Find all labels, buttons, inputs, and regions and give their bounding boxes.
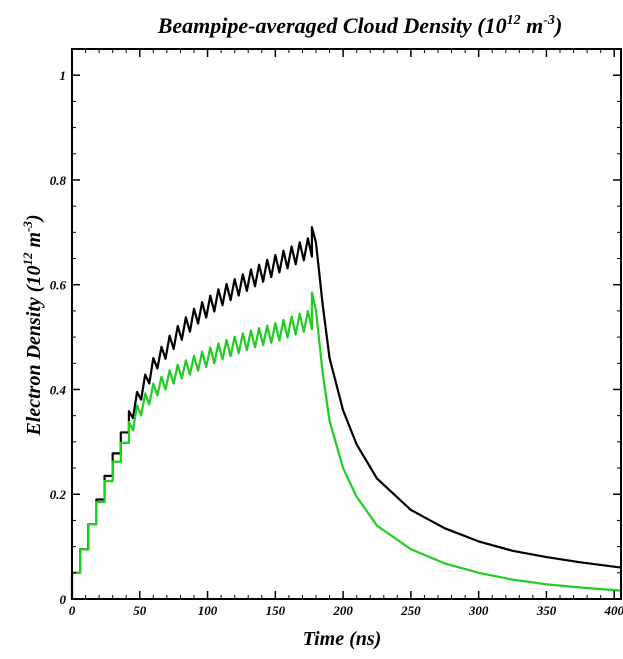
x-axis-label: Time (ns) [303, 628, 382, 650]
svg-text:Electron Density (1012 m-3): Electron Density (1012 m-3) [20, 214, 45, 436]
y-tick-label: 1 [60, 68, 67, 83]
y-tick-label: 0.6 [50, 278, 67, 293]
series-line-1 [70, 226, 622, 599]
plot-frame [71, 48, 622, 600]
chart-title-sup2: -3 [543, 13, 555, 28]
y-tick-label: 0.8 [50, 173, 67, 188]
series-layer [70, 226, 622, 599]
y-tick-label: 0 [60, 592, 67, 607]
chart-title: Beampipe-averaged Cloud Density (1012 m-… [157, 13, 563, 38]
y-label-end: ) [23, 214, 45, 223]
x-tick-label: 150 [266, 603, 286, 618]
x-tick-label: 400 [603, 603, 623, 618]
y-tick-label: 0.4 [50, 382, 67, 397]
y-tick-label: 0.2 [50, 487, 67, 502]
y-label-sup2: -3 [20, 221, 35, 232]
y-axis-label: Electron Density (1012 m-3) [20, 214, 45, 436]
y-label-sup1: 12 [20, 252, 35, 266]
ticks-layer: 0 50 100 150 200 250 300 350 400 0 0.2 0.4 0.6 0.8 1 [50, 49, 623, 618]
x-tick-label: 50 [133, 603, 147, 618]
x-tick-label: 350 [536, 603, 557, 618]
chart-title-main: Beampipe-averaged Cloud Density (10 [157, 13, 507, 38]
y-label-main: Electron Density (10 [23, 266, 45, 437]
x-tick-label: 250 [400, 603, 421, 618]
chart-title-end: ) [553, 13, 562, 38]
chart-title-sup1: 12 [507, 13, 521, 28]
x-tick-label: 0 [69, 603, 76, 618]
y-label-mid: m [23, 232, 45, 253]
series-line-2 [70, 291, 622, 599]
x-tick-label: 200 [332, 603, 353, 618]
x-tick-label: 100 [198, 603, 218, 618]
x-tick-label: 300 [468, 603, 489, 618]
chart-title-mid: m [521, 13, 544, 38]
